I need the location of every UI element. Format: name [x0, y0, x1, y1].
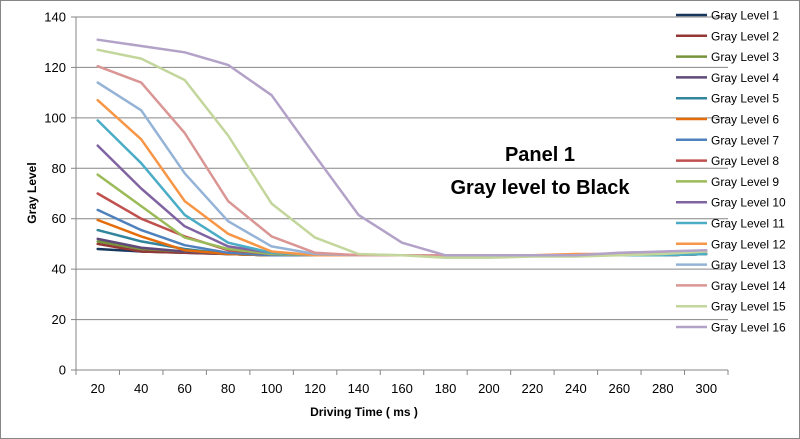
y-tick-labels: 0 20 40 60 80 100 120 140 — [44, 10, 66, 378]
legend-item: Gray Level 5 — [676, 92, 779, 106]
legend-label: Gray Level 16 — [711, 321, 786, 335]
y-tick-label: 100 — [44, 110, 66, 125]
legend-item: Gray Level 7 — [676, 133, 779, 147]
legend-item: Gray Level 15 — [676, 300, 786, 314]
legend-label: Gray Level 6 — [711, 113, 779, 127]
x-tick-label: 240 — [565, 381, 587, 396]
x-axis-title: Driving Time ( ms ) — [310, 405, 418, 419]
legend-label: Gray Level 14 — [711, 279, 786, 293]
legend-item: Gray Level 3 — [676, 50, 779, 64]
legend-label: Gray Level 4 — [711, 71, 779, 85]
x-tick-label: 300 — [695, 381, 717, 396]
annotation-line-2: Gray level to Black — [451, 177, 631, 199]
legend-item: Gray Level 9 — [676, 175, 779, 189]
x-tick-label: 180 — [435, 381, 457, 396]
gridlines — [76, 16, 728, 321]
x-tick-label: 120 — [304, 381, 326, 396]
x-tick-label: 80 — [221, 381, 235, 396]
legend-item: Gray Level 8 — [676, 154, 779, 168]
x-tick-label: 200 — [478, 381, 500, 396]
x-tick-label: 220 — [522, 381, 544, 396]
legend-label: Gray Level 8 — [711, 154, 779, 168]
legend-item: Gray Level 4 — [676, 71, 779, 85]
x-tick-label: 140 — [348, 381, 370, 396]
legend: Gray Level 1 Gray Level 2 Gray Level 3 Gray… — [676, 9, 786, 335]
x-tick-label: 20 — [90, 381, 104, 396]
legend-item: Gray Level 16 — [676, 321, 786, 335]
legend-label: Gray Level 10 — [711, 196, 786, 210]
y-axis-title: Gray Level — [25, 162, 39, 223]
x-tick-label: 100 — [261, 381, 283, 396]
series-line-15 — [96, 48, 708, 260]
y-tick-label: 40 — [52, 262, 66, 277]
x-tick-label: 40 — [134, 381, 148, 396]
legend-item: Gray Level 10 — [676, 196, 786, 210]
x-tick-labels: 20 40 60 80 100 120 140 160 180 200 220 240 260 280 30… — [90, 381, 717, 396]
annotation-line-1: Panel 1 — [505, 144, 575, 166]
y-tick-label: 0 — [59, 363, 66, 378]
legend-item: Gray Level 12 — [676, 237, 786, 251]
y-tick-label: 80 — [52, 161, 66, 176]
legend-label: Gray Level 7 — [711, 133, 779, 147]
y-tick-label: 140 — [44, 10, 66, 25]
y-tick-label: 20 — [52, 312, 66, 327]
legend-item: Gray Level 1 — [676, 9, 779, 23]
x-tick-label: 60 — [177, 381, 191, 396]
y-tick-label: 60 — [52, 211, 66, 226]
legend-label: Gray Level 11 — [711, 217, 785, 231]
legend-label: Gray Level 5 — [711, 92, 779, 106]
legend-item: Gray Level 13 — [676, 258, 786, 272]
legend-label: Gray Level 9 — [711, 175, 779, 189]
plot-axes — [71, 16, 729, 375]
x-tick-label: 280 — [652, 381, 674, 396]
series-lines — [96, 38, 708, 260]
legend-item: Gray Level 2 — [676, 29, 779, 43]
legend-item: Gray Level 6 — [676, 113, 779, 127]
legend-label: Gray Level 15 — [711, 300, 786, 314]
legend-label: Gray Level 12 — [711, 237, 786, 251]
x-tick-label: 160 — [391, 381, 413, 396]
legend-item: Gray Level 14 — [676, 279, 786, 293]
y-tick-label: 120 — [44, 60, 66, 75]
legend-label: Gray Level 2 — [711, 29, 779, 43]
legend-item: Gray Level 11 — [676, 217, 785, 231]
legend-label: Gray Level 1 — [711, 9, 779, 23]
legend-label: Gray Level 3 — [711, 50, 779, 64]
legend-label: Gray Level 13 — [711, 258, 786, 272]
series-line-16 — [96, 38, 708, 257]
x-tick-label: 260 — [608, 381, 630, 396]
